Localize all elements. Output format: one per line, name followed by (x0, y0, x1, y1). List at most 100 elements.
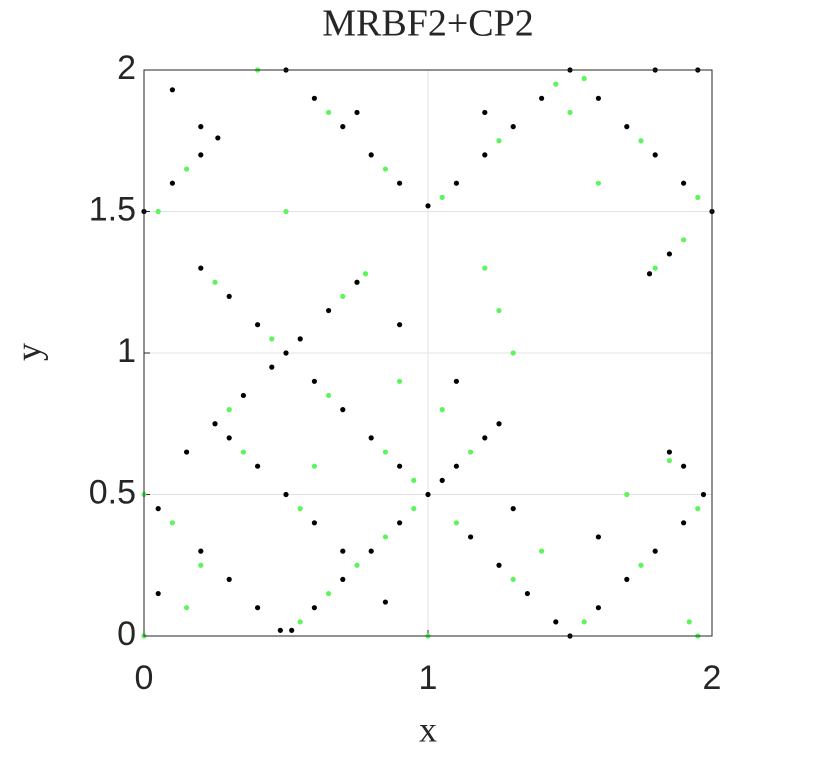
y-tick-label: 1 (117, 332, 136, 370)
point (297, 619, 303, 625)
point (681, 237, 687, 243)
point (681, 180, 687, 186)
point (269, 364, 275, 370)
point (212, 279, 218, 285)
point (240, 392, 246, 399)
point (184, 166, 190, 172)
point (340, 407, 346, 413)
point (510, 124, 516, 130)
point (646, 271, 653, 277)
point (638, 562, 644, 568)
point (255, 463, 261, 469)
point (198, 124, 204, 130)
point (255, 605, 261, 611)
point (581, 75, 587, 82)
point (397, 180, 403, 186)
point (453, 378, 459, 384)
point (269, 336, 275, 342)
point (311, 95, 317, 101)
point (198, 562, 204, 568)
point (354, 279, 360, 285)
point (255, 322, 261, 328)
chart-title: MRBF2+CP2 (322, 3, 534, 45)
point (289, 627, 295, 633)
point (624, 491, 630, 498)
x-tick-label: 1 (419, 659, 438, 697)
point (595, 605, 602, 611)
point (397, 322, 403, 328)
point (354, 109, 360, 116)
point (453, 463, 459, 469)
point (624, 124, 630, 130)
point (524, 590, 531, 597)
point (226, 576, 232, 583)
point (652, 152, 658, 158)
point (212, 421, 218, 427)
x-tick-label: 0 (135, 659, 154, 697)
point (468, 449, 474, 455)
point (340, 548, 346, 554)
point (155, 208, 161, 215)
point (581, 619, 587, 625)
point (382, 534, 388, 540)
point (553, 81, 559, 87)
point (283, 350, 289, 356)
point (482, 265, 488, 271)
point (666, 251, 673, 257)
point (311, 463, 317, 469)
point (411, 506, 417, 512)
point (695, 194, 701, 200)
point (283, 208, 289, 215)
point (482, 435, 488, 441)
point (468, 534, 474, 540)
point (510, 506, 516, 512)
point (226, 293, 232, 299)
plot-frame (143, 69, 713, 637)
point (482, 152, 488, 158)
point (425, 203, 431, 209)
point (326, 307, 332, 314)
point (553, 619, 559, 625)
point (496, 421, 502, 427)
point (226, 435, 232, 441)
point (240, 449, 246, 455)
point (368, 435, 374, 441)
point (496, 138, 502, 144)
point (397, 520, 403, 526)
point (425, 491, 431, 498)
point (652, 265, 658, 271)
point (638, 138, 644, 144)
point (681, 463, 687, 469)
point (539, 548, 545, 554)
point (311, 520, 317, 526)
point (362, 271, 369, 277)
point (354, 562, 360, 568)
point (681, 520, 687, 526)
y-tick-label: 0 (117, 615, 136, 653)
point (326, 109, 332, 116)
point (686, 619, 692, 625)
point (666, 457, 673, 464)
point (539, 95, 545, 101)
point (340, 293, 346, 299)
point (382, 166, 388, 172)
point (439, 477, 445, 483)
point (215, 135, 221, 141)
point (496, 307, 502, 314)
point (510, 350, 516, 356)
point (198, 548, 204, 554)
point (184, 449, 190, 455)
point (198, 265, 204, 271)
point (411, 477, 417, 483)
point (368, 152, 374, 158)
point (624, 576, 630, 583)
point (382, 449, 388, 455)
point (595, 180, 602, 186)
point (700, 491, 707, 498)
point (277, 627, 283, 633)
point (397, 463, 403, 469)
point (453, 180, 459, 186)
point (311, 605, 317, 611)
point (311, 378, 317, 384)
y-tick-label: 0.5 (89, 473, 136, 511)
